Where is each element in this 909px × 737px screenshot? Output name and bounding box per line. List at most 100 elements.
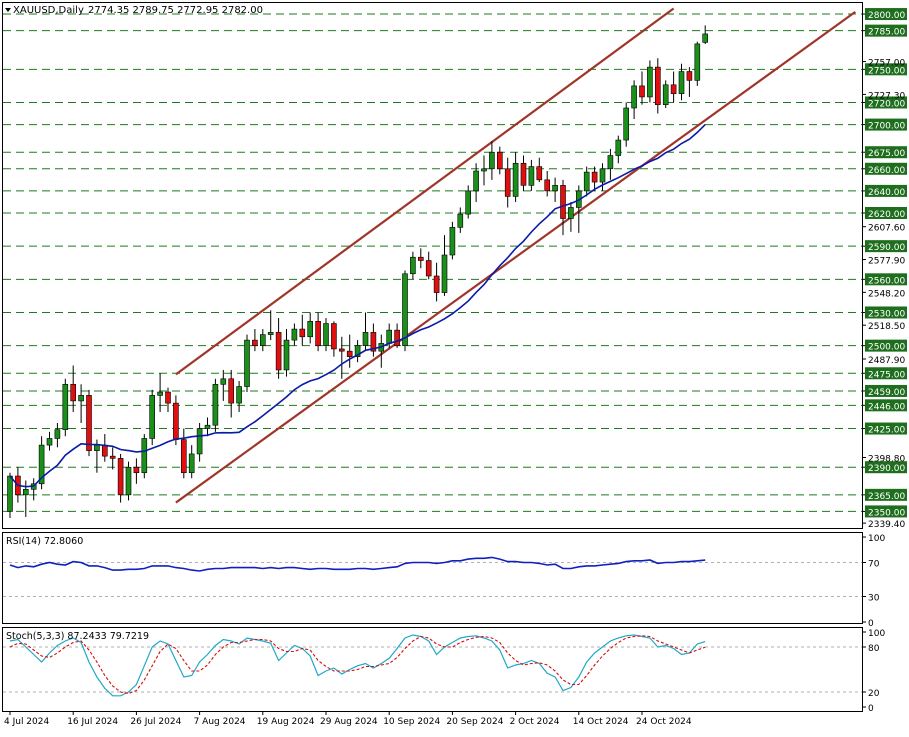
price-level-tag [865, 24, 907, 37]
price-level-tag [865, 399, 907, 412]
candle-body [78, 395, 84, 402]
price-tick-label: 2446.00 [868, 402, 905, 412]
candle-body [552, 185, 558, 192]
candle-body [338, 348, 345, 352]
price-tick-label: 2560.00 [868, 276, 905, 286]
price-tick-label: 2487.90 [868, 356, 905, 366]
price-tick-label: 2475.00 [868, 370, 905, 380]
price-tick-label: 2720.00 [868, 99, 905, 109]
candle-body [315, 321, 321, 346]
collapse-triangle-icon[interactable] [5, 8, 11, 12]
stoch-tick-label: 100 [868, 629, 885, 639]
candle-body [204, 424, 211, 429]
candle-body [425, 260, 432, 277]
candle-body [457, 213, 464, 228]
candle-body [165, 391, 171, 404]
symbol-label: XAUUSD,Daily [13, 5, 84, 16]
candle-body [623, 107, 630, 141]
price-tick-label: 2518.50 [868, 322, 905, 332]
trend-channel [175, 7, 856, 504]
time-tick-label: 24 Oct 2024 [636, 717, 692, 727]
candle-body [299, 328, 306, 338]
candle-body [259, 334, 266, 346]
stochastic-indicator: 0 20 80 100 [3, 629, 885, 714]
candle-body [417, 256, 424, 261]
price-tick-label: 2500.00 [868, 343, 905, 353]
candle-body [346, 350, 353, 357]
price-tick-label: 2365.00 [868, 492, 905, 502]
candle-body [133, 466, 140, 474]
candle-body [583, 171, 590, 192]
rsi-tick-label: 100 [868, 534, 885, 544]
price-level-tag [865, 505, 907, 518]
time-tick-label: 10 Sep 2024 [383, 717, 440, 727]
candle-body [22, 489, 29, 496]
candle-body [615, 139, 622, 156]
time-tick-label: 20 Sep 2024 [446, 717, 503, 727]
stoch-title: Stoch(5,3,3) 87.2433 79.7219 [6, 631, 149, 642]
candle-body [181, 439, 187, 474]
candle-body [702, 33, 709, 43]
support-resistance-lines [3, 13, 862, 512]
candle-body [173, 402, 179, 440]
price-level-tag [865, 422, 907, 435]
time-axis: 4 Jul 2024 16 Jul 2024 26 Jul 2024 7 Aug 20… [4, 711, 692, 727]
price-tick-label: 2660.00 [868, 166, 905, 176]
candle-body [220, 378, 227, 385]
candle-body [520, 162, 527, 186]
candle-body [267, 332, 274, 335]
candle-body [252, 339, 258, 346]
candle-body [670, 84, 677, 94]
price-tick-label: 2530.00 [868, 309, 905, 319]
candle-body [433, 275, 440, 293]
candle-body [591, 171, 598, 183]
candle-body [109, 455, 116, 459]
price-tick-label: 2425.00 [868, 426, 905, 436]
candle-body [504, 168, 511, 197]
price-tick-label: 2607.60 [868, 224, 905, 234]
rsi-tick-label: 30 [868, 594, 880, 604]
candle-body [647, 66, 653, 98]
candle-body [354, 345, 361, 357]
price-level-tag [865, 146, 907, 159]
candle-body [149, 395, 155, 439]
price-level-tag [865, 488, 907, 501]
time-tick-label: 19 Aug 2024 [257, 717, 315, 727]
candle-body [654, 66, 661, 105]
candle-body [236, 386, 242, 404]
candle-body [536, 166, 543, 181]
candle-body [481, 168, 487, 172]
stoch-signal-line [9, 635, 706, 695]
price-tick-label: 2675.00 [868, 149, 905, 159]
candle-body [212, 384, 219, 426]
price-level-tag [865, 273, 907, 286]
stoch-panel-frame [2, 627, 863, 712]
candle-body [496, 151, 503, 170]
candle-body [244, 339, 250, 387]
candle-body [54, 429, 61, 439]
candle-body [599, 168, 606, 183]
candle-body [157, 391, 163, 396]
stoch-tick-label: 0 [868, 704, 874, 714]
candle-body [196, 428, 203, 455]
price-level-tag [865, 118, 907, 131]
candle-body [70, 384, 76, 402]
rsi-tick-label: 0 [868, 619, 874, 629]
candle-body [528, 166, 535, 186]
rsi-indicator: 0 30 70 100 [3, 534, 885, 629]
candle-body [394, 329, 400, 346]
candle-body [94, 444, 100, 451]
price-level-tag [865, 339, 907, 352]
rsi-line [9, 556, 706, 572]
rsi-title: RSI(14) 72.8060 [6, 536, 83, 547]
candle-body [441, 254, 448, 293]
time-tick-label: 29 Aug 2024 [320, 717, 378, 727]
candle-body [544, 179, 551, 192]
candle-body [283, 339, 290, 371]
candle-body [323, 323, 329, 346]
time-tick-label: 4 Jul 2024 [4, 717, 49, 727]
candle-body [402, 273, 408, 346]
